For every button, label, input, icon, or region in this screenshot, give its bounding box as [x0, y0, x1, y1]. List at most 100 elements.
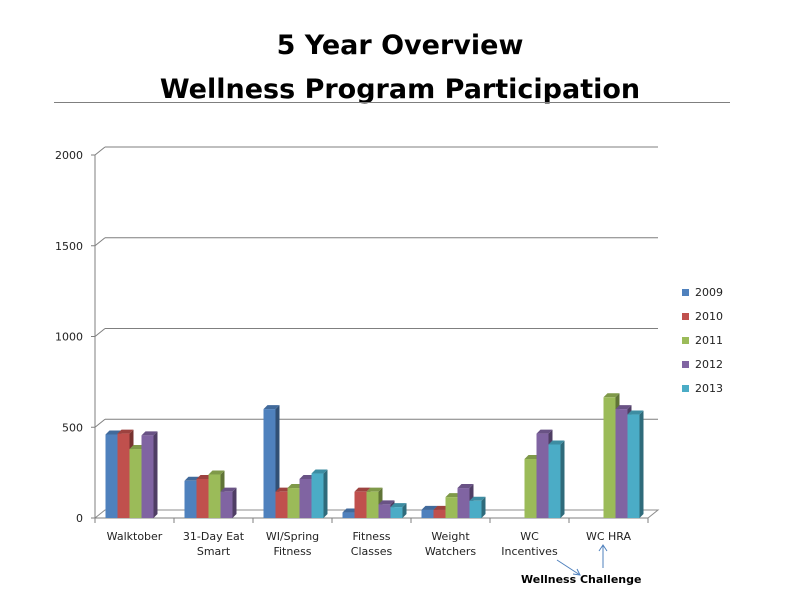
x-tick-label: Classes	[351, 545, 393, 558]
bar-top-2010	[354, 487, 371, 492]
legend-swatch	[682, 288, 689, 296]
gridlines	[94, 146, 658, 428]
bar-top-2009	[105, 430, 122, 435]
legend-label: 2011	[695, 333, 723, 347]
bar-top-2009	[263, 405, 280, 410]
x-tick-label: WC	[520, 530, 539, 543]
x-tick-label: Fitness	[352, 530, 390, 543]
legend-label: 2010	[695, 309, 723, 323]
legend-swatch	[682, 360, 689, 368]
bar-side-2013	[639, 410, 644, 518]
bar-2012	[220, 491, 233, 518]
bar-top-2009	[421, 505, 438, 510]
bar-side-2012	[153, 431, 158, 518]
bar-top-2010	[117, 429, 134, 434]
gridline-connector	[94, 418, 106, 428]
arrowhead	[572, 568, 581, 576]
bars	[105, 393, 644, 518]
bar-2012	[378, 504, 391, 518]
bar-top-2011	[366, 487, 383, 492]
legend-label: 2013	[695, 381, 723, 395]
chart-title-line-1: 5 Year Overview	[276, 30, 524, 61]
legend-item-2009: 2009	[682, 280, 723, 304]
arrowhead	[598, 544, 608, 552]
y-tick-label: 2000	[55, 149, 83, 162]
bar-2012	[299, 478, 312, 518]
legend-label: 2012	[695, 357, 723, 371]
axis-labels: 0 500 1000 1500 2000 Walktober 31-Day Eat Smart…	[55, 149, 631, 558]
bar-side-2013	[402, 503, 407, 518]
bar-2012	[141, 435, 154, 518]
gridline-connector	[94, 146, 106, 156]
bar-top-2012	[615, 405, 632, 410]
bar-top-2013	[390, 503, 407, 508]
bar-side-2013	[481, 496, 486, 518]
bar-2013	[469, 500, 482, 518]
y-tick-label: 1500	[55, 240, 83, 253]
x-tick-label: Walktober	[107, 530, 163, 543]
bar-2013	[311, 473, 324, 518]
axes	[91, 154, 660, 523]
bar-2012	[457, 488, 470, 518]
legend-label: 2009	[695, 285, 723, 299]
bar-top-2013	[469, 496, 486, 501]
wellness-challenge-annotation: Wellness Challenge	[521, 573, 642, 586]
bar-2011	[208, 474, 221, 518]
x-tick-label: Incentives	[501, 545, 558, 558]
bar-side-2013	[323, 469, 328, 518]
x-tick-label: Watchers	[425, 545, 477, 558]
legend-swatch	[682, 384, 689, 392]
x-tick-label: 31-Day Eat	[183, 530, 245, 543]
bar-2010	[433, 509, 446, 518]
bar-2011	[129, 449, 142, 518]
legend-item-2013: 2013	[682, 376, 723, 400]
title-divider	[54, 102, 730, 103]
bar-2013	[390, 507, 403, 518]
bar-side-2013	[560, 440, 565, 518]
x-tick-label: Fitness	[273, 545, 311, 558]
bar-2011	[524, 459, 537, 518]
annotation-arrows	[556, 544, 608, 576]
legend-item-2011: 2011	[682, 328, 723, 352]
bar-2011	[445, 497, 458, 518]
x-tick-label: Weight	[431, 530, 470, 543]
bar-top-2012	[220, 487, 237, 492]
y-tick-label: 0	[76, 512, 83, 525]
bar-top-2013	[627, 410, 644, 415]
bar-2009	[105, 434, 118, 518]
bar-2010	[354, 491, 367, 518]
bar-top-2011	[208, 470, 225, 475]
bar-2013	[627, 414, 640, 518]
bar-2010	[275, 491, 288, 518]
bar-2010	[196, 478, 209, 518]
chart-title-line-2: Wellness Program Participation	[159, 74, 641, 105]
legend-swatch	[682, 336, 689, 344]
bar-top-2012	[536, 429, 553, 434]
legend-swatch	[682, 312, 689, 320]
bar-top-2011	[603, 393, 620, 398]
annotation-arrow-wc-incentives	[556, 559, 581, 576]
gridline-connector	[94, 328, 106, 337]
bar-2009	[184, 480, 197, 518]
bar-top-2012	[141, 431, 158, 436]
y-tick-label: 1000	[55, 331, 83, 344]
legend-item-2012: 2012	[682, 352, 723, 376]
chart-legend: 2009 2010 2011 2012 2013	[682, 280, 723, 400]
bar-side-2012	[232, 487, 237, 518]
bar-2011	[603, 397, 616, 518]
legend-item-2010: 2010	[682, 304, 723, 328]
bar-2011	[287, 488, 300, 518]
bar-2012	[536, 433, 549, 518]
x-tick-label: WI/Spring	[266, 530, 319, 543]
bar-top-2013	[311, 469, 328, 474]
bar-2011	[366, 491, 379, 518]
y-tick-label: 500	[62, 421, 83, 434]
bar-2012	[615, 409, 628, 518]
gridline-connector	[94, 237, 106, 247]
x-tick-label: WC HRA	[586, 530, 632, 543]
bar-2009	[342, 512, 355, 518]
bar-2013	[548, 444, 561, 518]
x-tick-label: Smart	[197, 545, 231, 558]
bar-top-2012	[457, 484, 474, 489]
